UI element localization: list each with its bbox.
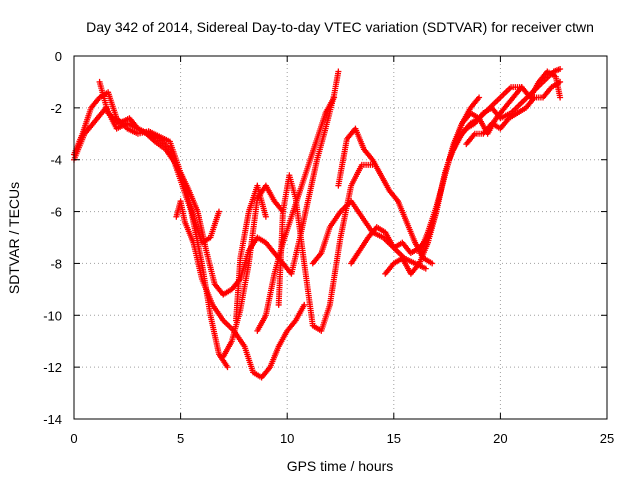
y-tick-label: 0 [55,49,62,64]
data-series [275,161,376,334]
x-axis-label: GPS time / hours [287,458,394,474]
y-tick-label: -2 [50,101,62,116]
data-point [429,260,436,267]
y-axis-label: SDTVAR / TECUs [6,182,22,294]
x-axis-ticks: 0 5 10 15 20 25 [70,56,614,446]
plot-frame [73,55,608,420]
data-point [557,78,564,85]
x-tick-label: 20 [493,431,507,446]
data-point [422,265,429,272]
data-series [233,182,269,324]
y-tick-label: -10 [43,308,62,323]
y-tick-label: -6 [50,205,62,220]
data-point [215,208,222,215]
data-series [173,198,308,381]
y-tick-label: -8 [50,256,62,271]
chart-title: Day 342 of 2014, Sidereal Day-to-day VTE… [86,19,594,35]
y-tick-label: -14 [43,412,62,427]
x-tick-label: 15 [387,431,401,446]
data-point [557,65,564,72]
x-tick-label: 25 [600,431,614,446]
data-point [331,94,338,101]
x-tick-label: 5 [177,431,184,446]
data-point [335,68,342,75]
data-point [476,94,483,101]
data-series [335,125,436,267]
data-point [224,364,231,371]
data-point [301,301,308,308]
x-tick-label: 0 [70,431,77,446]
y-tick-label: -12 [43,360,62,375]
data-series [96,78,222,246]
data-series [254,94,338,334]
data-point [557,94,564,101]
y-axis-ticks: 0 -2 -4 -6 -8 -10 -12 -14 [43,49,607,427]
y-tick-label: -4 [50,153,62,168]
data-point [262,213,269,220]
data-points [71,65,564,381]
data-series [446,65,564,163]
x-tick-label: 10 [280,431,294,446]
data-series [463,78,564,148]
